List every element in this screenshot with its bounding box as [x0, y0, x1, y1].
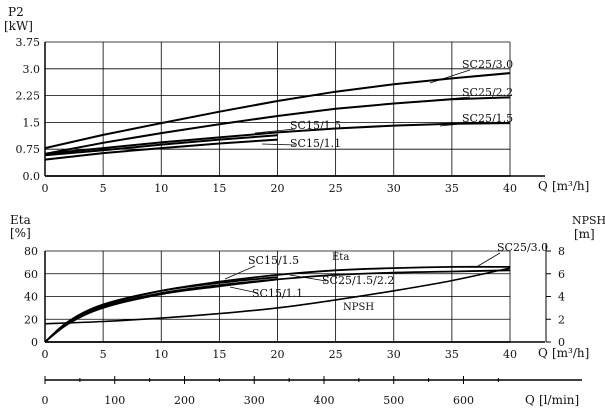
bottom-x-tick-label: 20 — [271, 348, 285, 361]
bottom-y2-ticks: 0 2 4 6 8 — [558, 245, 565, 349]
bottom-x-tick-label: 0 — [42, 348, 49, 361]
bottom-x-tick-label: 30 — [387, 348, 401, 361]
eta-annotation: Eta — [332, 252, 349, 263]
lmin-xlabel: Q — [525, 393, 535, 407]
series-sc25-3-0-label: SC25/3.0 — [462, 58, 513, 71]
top-x-tick-label: 20 — [271, 182, 285, 195]
lmin-tick-label: 500 — [383, 394, 404, 407]
bottom-y-ticks: 0 20 40 60 80 — [24, 245, 38, 349]
bottom-x-tick-label: 5 — [100, 348, 107, 361]
series-sc15-1-1-power-line — [44, 138, 278, 161]
series-sc15-1-5-leader — [254, 128, 296, 134]
bottom-x-tick-label: 40 — [503, 348, 517, 361]
bottom-y-tick-label: 0 — [31, 336, 38, 349]
top-y-tick-label: 3.0 — [23, 63, 41, 76]
top-y-ticks: 0.0 0.75 1.5 2.25 3.0 3.75 — [16, 36, 41, 183]
series-sc25-2-2-leader — [434, 96, 471, 101]
series-sc25-3-0-leader — [477, 252, 501, 267]
lmin-xunit: [l/min] — [539, 393, 579, 407]
top-x-tick-label: 0 — [42, 182, 49, 195]
top-yunit: [kW] — [4, 19, 33, 33]
top-x-tick-label: 15 — [212, 182, 226, 195]
top-x-tick-label: 25 — [329, 182, 343, 195]
top-y-tick-label: 2.25 — [16, 90, 41, 103]
lmin-axis: 0 100 200 300 400 500 600 Q [l/min] — [42, 376, 582, 407]
bottom-y2-tick-label: 6 — [558, 268, 565, 281]
series-sc25-2-2-label: SC25/2.2 — [462, 86, 513, 99]
bottom-x-tick-label: 35 — [445, 348, 459, 361]
top-series-labels: SC25/3.0 SC25/2.2 SC25/1.5 SC15/1.5 SC15/1.1 — [254, 58, 513, 150]
series-sc25-3-0-power-line — [44, 72, 511, 150]
series-sc25-1-5-2-2-label: SC25/1.5/2.2 — [322, 274, 394, 287]
top-ylabel: P2 — [8, 5, 24, 19]
series-npsh-npsh-line — [44, 267, 511, 325]
top-series — [44, 72, 511, 161]
series-sc15-1-1-label: SC15/1.1 — [290, 137, 341, 150]
bottom-xlabel: Q — [538, 346, 548, 360]
lmin-tick-label: 400 — [313, 394, 334, 407]
bottom-ylabel: Eta — [10, 213, 31, 227]
series-sc15-1-5-label: SC15/1.5 — [290, 119, 341, 132]
series-sc15-1-1-label: SC15/1.1 — [252, 287, 303, 300]
series-sc25-1-5-leader — [439, 122, 471, 127]
series-sc15-1-1-leader — [261, 143, 296, 146]
lmin-ticks: 0 100 200 300 400 500 600 — [42, 376, 499, 407]
top-grid — [44, 41, 511, 177]
top-x-ticks: 0 5 10 15 20 25 30 35 40 — [42, 182, 518, 195]
series-sc25-3-0-eta-line — [44, 265, 511, 343]
power-chart: P2 [kW] Q [m³/h] 0.0 0.75 1.5 2.25 3.0 3.75 0… — [4, 5, 589, 195]
bottom-x-tick-label: 10 — [154, 348, 168, 361]
bottom-x-ticks: 0 5 10 15 20 25 30 35 40 — [42, 348, 518, 361]
bottom-y2-tick-label: 0 — [558, 336, 565, 349]
bottom-x-tick-label: 25 — [329, 348, 343, 361]
bottom-y2-tick-label: 4 — [558, 291, 565, 304]
bottom-y-tick-label: 40 — [24, 291, 38, 304]
bottom-series — [44, 265, 511, 343]
series-sc15-1-5-power-line — [44, 134, 278, 157]
lmin-tick-label: 200 — [174, 394, 195, 407]
lmin-tick-label: 600 — [453, 394, 474, 407]
top-x-tick-label: 40 — [503, 182, 517, 195]
top-y-tick-label: 1.5 — [23, 116, 41, 129]
bottom-y-tick-label: 60 — [24, 268, 38, 281]
lmin-tick-label: 300 — [244, 394, 265, 407]
top-xlabel: Q — [538, 179, 548, 193]
series-sc25-1-5-label: SC25/1.5 — [462, 112, 513, 125]
series-sc25-3-0-leader — [429, 69, 471, 84]
bottom-y-tick-label: 20 — [24, 313, 38, 326]
bottom-y-tick-label: 80 — [24, 245, 38, 258]
series-sc25-1-5-2-2-leader — [289, 274, 327, 282]
npsh-annotation: NPSH — [343, 302, 374, 313]
bottom-series-labels: SC15/1.5 SC15/1.1 SC25/1.5/2.2 SC25/3.0 — [224, 241, 548, 300]
series-sc25-1-5-power-line — [44, 122, 511, 155]
top-xunit: [m³/h] — [552, 179, 589, 193]
bottom-xunit: [m³/h] — [552, 346, 589, 360]
bottom-x-tick-label: 15 — [212, 348, 226, 361]
bottom-y2unit: [m] — [574, 227, 595, 241]
top-x-tick-label: 30 — [387, 182, 401, 195]
top-x-tick-label: 35 — [445, 182, 459, 195]
lmin-tick-label: 100 — [104, 394, 125, 407]
bottom-y2label: NPSH — [572, 214, 605, 227]
top-x-tick-label: 5 — [100, 182, 107, 195]
bottom-y2-tick-label: 8 — [558, 245, 565, 258]
bottom-yunit: [%] — [10, 226, 31, 240]
series-sc15-1-5-label: SC15/1.5 — [248, 254, 299, 267]
series-sc25-2-2-power-line — [44, 96, 511, 155]
series-sc25-3-0-label: SC25/3.0 — [497, 241, 548, 254]
series-sc15-1-1-leader — [229, 286, 259, 294]
top-y-tick-label: 3.75 — [16, 36, 41, 49]
lmin-tick-label: 0 — [42, 394, 49, 407]
top-y-tick-label: 0.0 — [23, 170, 41, 183]
top-x-tick-label: 10 — [154, 182, 168, 195]
top-y-tick-label: 0.75 — [16, 143, 41, 156]
bottom-y2-tick-label: 2 — [558, 313, 565, 326]
series-sc15-1-5-leader — [224, 265, 256, 280]
